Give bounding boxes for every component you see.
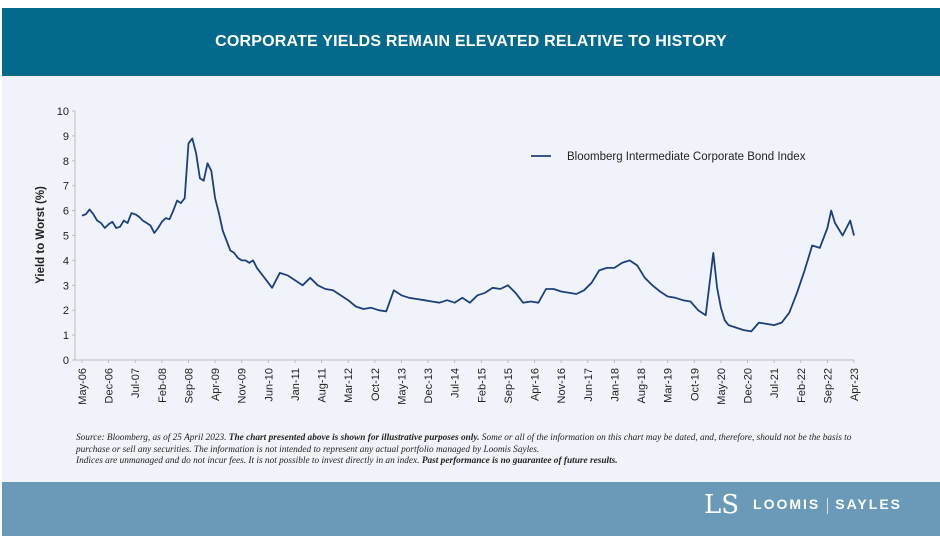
y-tick-label: 4 <box>63 255 69 267</box>
x-tick-label: Sep-15 <box>503 368 515 403</box>
x-tick-label: Oct-19 <box>689 368 701 401</box>
x-tick-label: Nov-09 <box>237 368 249 403</box>
disclaimer-bold-1: The chart presented above is shown for i… <box>228 433 480 443</box>
x-tick-label: May-06 <box>77 368 89 405</box>
x-tick-label: Sep-08 <box>183 368 195 403</box>
x-tick-label: Jun-17 <box>583 368 595 402</box>
x-tick-label: Nov-16 <box>556 368 568 403</box>
loomis-sayles-logo: LS LOOMIS SAYLES <box>704 492 902 518</box>
y-tick-label: 6 <box>63 206 69 218</box>
y-tick-label: 2 <box>63 305 69 317</box>
x-tick-label: Oct-12 <box>370 368 382 401</box>
x-tick-label: Mar-12 <box>343 368 355 403</box>
y-tick-label: 10 <box>57 106 69 118</box>
x-tick-label: Jul-21 <box>769 368 781 398</box>
source-text: Source: Bloomberg, as of 25 April 2023. <box>76 433 229 443</box>
brand-left: LOOMIS <box>753 496 821 513</box>
y-tick-label: 0 <box>63 355 69 367</box>
disclaimer-bold-2: Past performance is no guarantee of futu… <box>421 456 618 467</box>
y-tick-label: 5 <box>63 231 69 243</box>
x-tick-label: Apr-16 <box>530 368 542 401</box>
x-tick-label: May-13 <box>396 368 408 405</box>
logo-mark-icon: LS <box>703 490 740 520</box>
x-tick-label: Dec-20 <box>743 368 755 403</box>
disclaimer-text-1: Some or all of the information on this c… <box>76 433 852 455</box>
y-axis-label: Yield to Worst (%) <box>35 186 47 284</box>
x-tick-label: Feb-15 <box>476 368 488 403</box>
y-tick-label: 1 <box>63 330 69 342</box>
x-tick-label: Aug-18 <box>636 368 648 403</box>
x-tick-label: Sep-22 <box>822 368 834 403</box>
footer-bar: LS LOOMIS SAYLES <box>2 482 940 536</box>
logo-divider <box>827 497 829 514</box>
x-tick-label: Jul-14 <box>450 368 462 398</box>
y-tick-label: 9 <box>63 131 69 143</box>
legend-label: Bloomberg Intermediate Corporate Bond In… <box>567 151 806 163</box>
series-line-bloomberg-intermediate-corporate <box>81 137 855 333</box>
x-tick-label: Mar-19 <box>663 368 675 403</box>
x-tick-label: Jan-18 <box>609 368 621 402</box>
y-tick-label: 7 <box>63 181 69 193</box>
x-axis: May-06 Dec-06 Jul-07 Feb-08 Sep-08 Apr-09 Nov-… <box>75 359 861 405</box>
chart-panel <box>2 76 940 482</box>
x-tick-label: May-20 <box>716 368 728 405</box>
disclaimer-note: Source: Bloomberg, as of 25 April 2023. … <box>76 433 866 468</box>
x-tick-label: Dec-06 <box>104 368 116 403</box>
y-tick-label: 3 <box>63 280 69 292</box>
x-tick-label: Feb-08 <box>157 368 169 403</box>
x-tick-label: Aug-11 <box>317 368 329 403</box>
disclaimer-text-2: Indices are unmanaged and do not incur f… <box>76 456 422 467</box>
page-title: CORPORATE YIELDS REMAIN ELEVATED RELATIV… <box>215 33 727 50</box>
x-tick-label: Jan-11 <box>290 368 302 401</box>
brand-right: SAYLES <box>835 496 902 513</box>
x-tick-label: Jul-07 <box>130 368 142 398</box>
y-tick-label: 8 <box>63 156 69 168</box>
x-tick-label: Feb-22 <box>796 368 808 403</box>
x-tick-label: Dec-13 <box>423 368 435 403</box>
y-axis: 0 1 2 3 4 5 6 7 8 9 10 <box>57 106 76 367</box>
logo-text: LOOMIS SAYLES <box>753 496 902 514</box>
legend: Bloomberg Intermediate Corporate Bond In… <box>531 151 806 163</box>
x-tick-label: Apr-09 <box>210 368 222 401</box>
x-tick-label: Jun-10 <box>263 368 275 402</box>
header-banner: CORPORATE YIELDS REMAIN ELEVATED RELATIV… <box>2 8 940 76</box>
x-tick-label: Apr-23 <box>849 368 861 401</box>
